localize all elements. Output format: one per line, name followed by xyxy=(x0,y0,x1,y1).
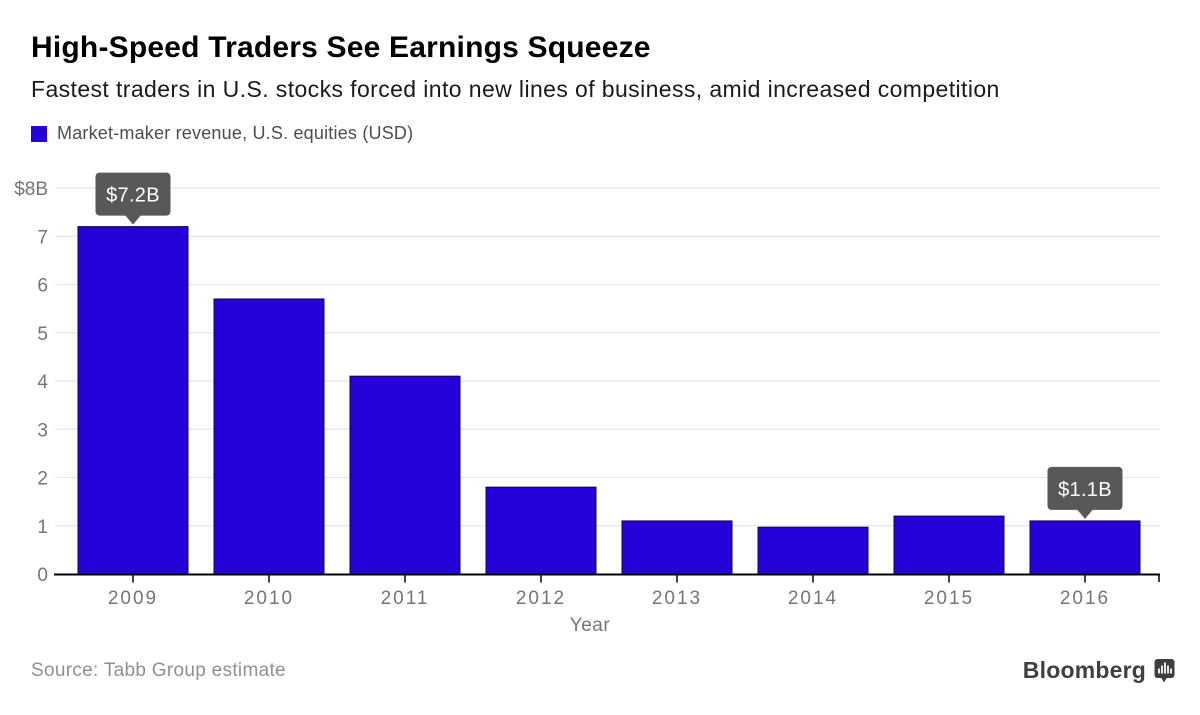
source-note: Source: Tabb Group estimate xyxy=(31,660,286,681)
legend-label: Market-maker revenue, U.S. equities (USD… xyxy=(57,123,414,143)
page-title: High-Speed Traders See Earnings Squeeze xyxy=(31,31,651,64)
bar-2013 xyxy=(621,520,733,575)
bar-2009 xyxy=(77,226,189,575)
bar-2016 xyxy=(1029,520,1141,575)
tooltip-box-2009 xyxy=(95,172,171,216)
tooltip-label-2016: $1.1B xyxy=(1058,479,1112,501)
x-tick-label-2014: 2014 xyxy=(788,588,838,609)
x-tick-label-2009: 2009 xyxy=(108,588,158,609)
tooltip-pointer-2009 xyxy=(125,215,141,225)
y-tick-label-3: 3 xyxy=(37,420,48,441)
tooltip-label-2009: $7.2B xyxy=(106,185,160,207)
x-tick-label-2015: 2015 xyxy=(924,588,974,609)
x-axis-title: Year xyxy=(570,615,611,636)
bloomberg-wordmark: Bloomberg xyxy=(1022,657,1146,683)
tooltip-pointer-2016 xyxy=(1077,509,1093,519)
x-tick-label-2012: 2012 xyxy=(516,588,566,609)
legend-swatch xyxy=(31,125,47,142)
y-tick-label-6: 6 xyxy=(37,276,48,297)
y-tick-label-4: 4 xyxy=(37,372,48,393)
y-tick-label-0: 0 xyxy=(37,565,48,586)
y-tick-label-8: $8B xyxy=(14,179,48,200)
x-tick-label-2016: 2016 xyxy=(1060,588,1110,609)
bloomberg-chart-bubble-icon xyxy=(1154,658,1175,682)
bar-2011 xyxy=(349,375,461,575)
bar-2010 xyxy=(213,298,325,575)
chart-subtitle: Fastest traders in U.S. stocks forced in… xyxy=(31,76,1000,102)
bloomberg-logo: Bloomberg xyxy=(1023,657,1175,684)
y-tick-label-7: 7 xyxy=(37,227,48,248)
bar-2012 xyxy=(485,486,597,575)
y-tick-label-5: 5 xyxy=(37,324,48,345)
bar-2014 xyxy=(757,526,869,575)
y-tick-label-2: 2 xyxy=(37,469,48,490)
legend: Market-maker revenue, U.S. equities (USD… xyxy=(31,123,413,144)
y-tick-label-1: 1 xyxy=(37,517,48,538)
x-tick-label-2010: 2010 xyxy=(244,588,294,609)
bar-2015 xyxy=(893,515,1005,575)
x-tick-label-2013: 2013 xyxy=(652,588,702,609)
tooltip-box-2016 xyxy=(1047,466,1123,510)
x-tick-label-2011: 2011 xyxy=(381,588,430,609)
